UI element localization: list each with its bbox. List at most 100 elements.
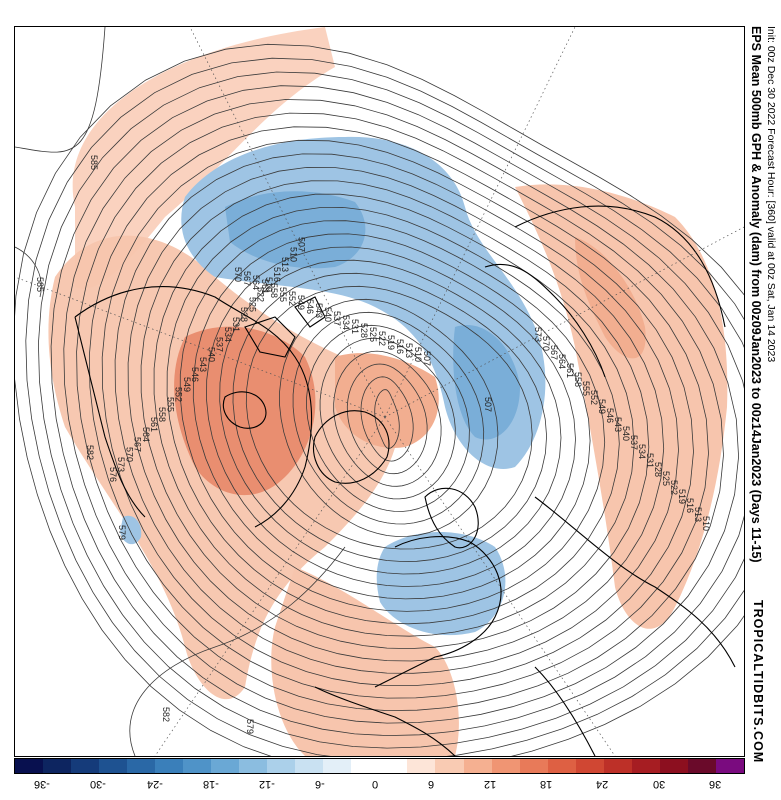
contour-value-label: 573 <box>533 327 543 342</box>
height-contour-line <box>129 546 346 756</box>
contour-value-label: 558 <box>157 407 167 422</box>
greenland-outline <box>313 410 390 484</box>
height-contour-line <box>15 27 106 153</box>
colorbar-swatch <box>575 759 604 773</box>
colorbar-tick-label: -24 <box>146 778 163 790</box>
height-contour-line <box>101 139 694 686</box>
anomaly-colorbar <box>14 758 745 774</box>
contour-value-label: 585 <box>35 277 45 292</box>
height-contour-line <box>63 99 740 724</box>
scandinavia <box>424 487 479 549</box>
colorbar-tick-label: -36 <box>34 778 51 790</box>
contour-value-label: 564 <box>251 275 261 290</box>
contour-value-label: 549 <box>182 377 192 392</box>
contour-value-label: 564 <box>141 427 151 442</box>
height-contour-line <box>346 363 428 475</box>
contour-value-label: 546 <box>305 299 315 314</box>
arctic-islands <box>244 296 326 358</box>
colorbar-tick-label: -30 <box>90 778 107 790</box>
contour-value-label: 510 <box>413 347 423 362</box>
colorbar-tick-label: 0 <box>371 778 378 790</box>
colorbar-swatch <box>519 759 548 773</box>
contour-value-label: 570 <box>124 447 134 462</box>
contour-value-label: 567 <box>242 271 252 286</box>
colorbar-tick-label: -6 <box>315 778 326 790</box>
contour-value-label: 552 <box>287 291 297 306</box>
colorbar-swatch <box>155 759 184 773</box>
colorbar-swatch <box>43 759 72 773</box>
contour-value-label: 525 <box>661 471 671 486</box>
contour-value-label: 555 <box>165 397 175 412</box>
hemisphere-map: 5855855825825795795765735705675645615585… <box>15 27 744 756</box>
colorbar-swatch <box>715 759 744 773</box>
height-contour-line <box>333 350 442 487</box>
height-contour-line <box>245 285 533 550</box>
colorbar-tick-labels: -36 -30 -24 -18 -12 -6 0 6 12 18 24 30 36 <box>14 776 745 800</box>
meridian-line <box>384 226 744 418</box>
meridian-line <box>189 27 386 418</box>
contour-value-label: 528 <box>359 323 369 338</box>
height-contour-line <box>25 57 744 756</box>
contour-value-label: 552 <box>589 390 599 405</box>
height-contour-line <box>114 153 679 674</box>
contour-value-label: 519 <box>386 335 396 350</box>
coastlines <box>74 205 736 756</box>
positive-anomaly-pacific <box>72 27 335 289</box>
colorbar-swatch <box>323 759 352 773</box>
contour-value-label: 540 <box>206 347 216 362</box>
contour-value-label: 570 <box>233 267 243 282</box>
contour-value-label: 579 <box>245 719 255 734</box>
contour-value-label: 531 <box>350 319 360 334</box>
height-contour-line <box>319 337 456 500</box>
height-contour-line <box>279 298 499 537</box>
colorbar-swatch <box>239 759 268 773</box>
colorbar-swatch <box>267 759 296 773</box>
colorbar-swatch <box>631 759 660 773</box>
title-strip: EPS Mean 500mb GPH & Anomaly (dam) from … <box>747 0 781 800</box>
colorbar-tick-label: 18 <box>540 778 553 790</box>
contour-value-label: 573 <box>116 457 126 472</box>
contour-value-label: 513 <box>280 257 290 272</box>
contour-value-label: 567 <box>549 345 559 360</box>
contour-value-label: 534 <box>341 315 351 330</box>
colorbar-swatch <box>547 759 576 773</box>
height-contour-line <box>360 376 414 462</box>
map-title: EPS Mean 500mb GPH & Anomaly (dam) from … <box>749 26 763 563</box>
colorbar-tick-label: 24 <box>596 778 609 790</box>
contour-labels: 5855855825825795795765735705675645615585… <box>35 155 711 734</box>
siberia-coast <box>484 263 606 378</box>
contour-value-label: 561 <box>565 363 575 378</box>
contour-value-label: 519 <box>264 277 274 292</box>
contour-value-label: 543 <box>613 417 623 432</box>
colorbar-swatch <box>211 759 240 773</box>
colorbar-tick-label: -12 <box>259 778 275 790</box>
contour-value-label: 561 <box>260 279 270 294</box>
asia-coast <box>514 205 736 668</box>
contour-value-label: 558 <box>573 372 583 387</box>
contour-value-label: 525 <box>247 297 257 312</box>
contour-value-label: 516 <box>685 498 695 513</box>
contour-value-label: 579 <box>117 525 127 540</box>
map-panel: 585 585 582 582 579 579 576 573 570 567 564 561 558 5… <box>14 26 745 757</box>
colorbar-swatch <box>99 759 128 773</box>
colorbar-swatch <box>379 759 408 773</box>
height-contour-line <box>219 259 562 575</box>
contour-value-label: 540 <box>323 307 333 322</box>
meridian-line <box>154 416 386 756</box>
contour-value-label: 552 <box>174 387 184 402</box>
contour-value-label: 525 <box>368 327 378 342</box>
map-subtitle: Init: 00z Dec 30 2022 Forecast Hour: [36… <box>765 26 777 363</box>
colorbar-tick-label: 30 <box>652 778 665 790</box>
colorbar-swatch <box>127 759 156 773</box>
contour-value-label: 543 <box>314 303 324 318</box>
positive-anomaly-core-northamerica <box>174 326 316 496</box>
contour-value-label: 528 <box>239 307 249 322</box>
colorbar-tick-label: -18 <box>202 778 219 790</box>
colorbar-tick-label: 6 <box>427 778 434 790</box>
contour-value-label: 546 <box>190 367 200 382</box>
contour-value-label: 510 <box>288 247 298 262</box>
colorbar-swatch <box>687 759 716 773</box>
contour-value-label: 522 <box>256 287 266 302</box>
contour-value-label: 522 <box>669 480 679 495</box>
height-contour-line <box>140 180 650 650</box>
